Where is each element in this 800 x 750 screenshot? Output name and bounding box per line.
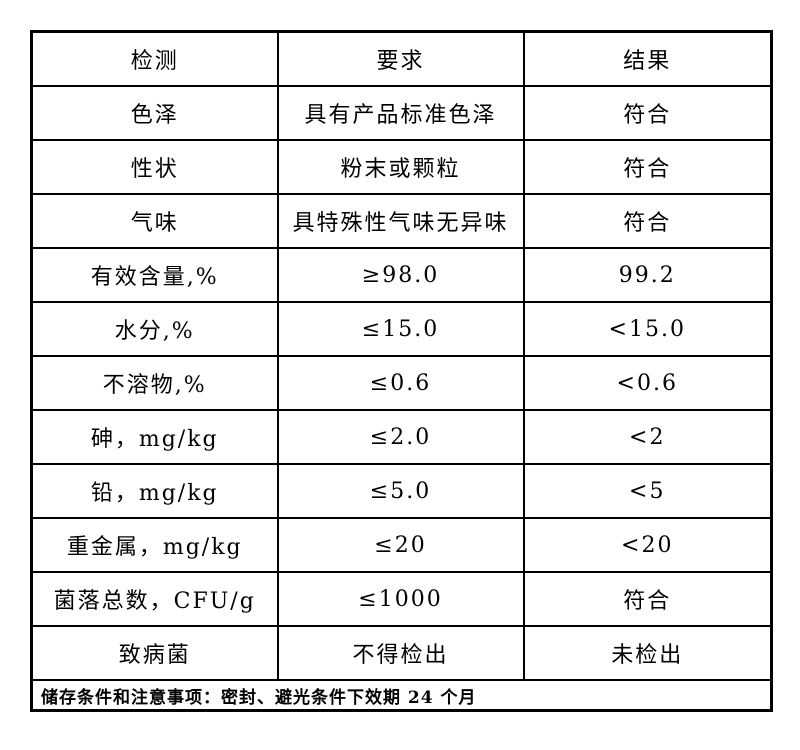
- cell-requirement: 具特殊性气味无异味: [276, 193, 525, 249]
- cell-test-item: 铅，mg/kg: [30, 463, 279, 519]
- cell-test-item: 重金属，mg/kg: [30, 517, 279, 573]
- cell-result: 99.2: [522, 247, 773, 303]
- cell-requirement: ≤20: [276, 517, 525, 573]
- cell-result: <0.6: [522, 355, 773, 411]
- cell-test-item: 菌落总数，CFU/g: [30, 571, 279, 627]
- table-row: 砷，mg/kg ≤2.0 <2: [30, 409, 773, 465]
- cell-result: 符合: [522, 571, 773, 627]
- cell-test-item: 性状: [30, 139, 279, 195]
- table-row: 有效含量,% ≥98.0 99.2: [30, 247, 773, 303]
- header-result: 结果: [522, 30, 773, 87]
- cell-test-item: 气味: [30, 193, 279, 249]
- table-row: 致病菌 不得检出 未检出: [30, 625, 773, 681]
- header-row: 检测 要求 结果: [30, 30, 773, 87]
- cell-result: <2: [522, 409, 773, 465]
- cell-result: <5: [522, 463, 773, 519]
- cell-requirement: ≤0.6: [276, 355, 525, 411]
- cell-test-item: 砷，mg/kg: [30, 409, 279, 465]
- inspection-spec-table: 检测 要求 结果 色泽 具有产品标准色泽 符合 性状 粉末或颗粒 符合 气味 具…: [30, 30, 773, 712]
- table-row: 菌落总数，CFU/g ≤1000 符合: [30, 571, 773, 627]
- header-requirement: 要求: [276, 30, 525, 87]
- storage-note: 储存条件和注意事项：密封、避光条件下效期 24 个月: [30, 679, 773, 712]
- cell-test-item: 色泽: [30, 85, 279, 141]
- cell-result: 符合: [522, 193, 773, 249]
- cell-requirement: ≤1000: [276, 571, 525, 627]
- table-row: 铅，mg/kg ≤5.0 <5: [30, 463, 773, 519]
- cell-result: <15.0: [522, 301, 773, 357]
- table-row: 不溶物,% ≤0.6 <0.6: [30, 355, 773, 411]
- cell-requirement: 具有产品标准色泽: [276, 85, 525, 141]
- table-row: 气味 具特殊性气味无异味 符合: [30, 193, 773, 249]
- cell-requirement: 不得检出: [276, 625, 525, 681]
- table-row: 色泽 具有产品标准色泽 符合: [30, 85, 773, 141]
- table-row: 水分,% ≤15.0 <15.0: [30, 301, 773, 357]
- cell-result: 未检出: [522, 625, 773, 681]
- cell-requirement: ≤15.0: [276, 301, 525, 357]
- cell-test-item: 致病菌: [30, 625, 279, 681]
- cell-requirement: ≤5.0: [276, 463, 525, 519]
- cell-result: 符合: [522, 139, 773, 195]
- cell-result: <20: [522, 517, 773, 573]
- cell-requirement: 粉末或颗粒: [276, 139, 525, 195]
- cell-requirement: ≥98.0: [276, 247, 525, 303]
- cell-test-item: 不溶物,%: [30, 355, 279, 411]
- cell-requirement: ≤2.0: [276, 409, 525, 465]
- table-row: 性状 粉末或颗粒 符合: [30, 139, 773, 195]
- cell-result: 符合: [522, 85, 773, 141]
- cell-test-item: 水分,%: [30, 301, 279, 357]
- cell-test-item: 有效含量,%: [30, 247, 279, 303]
- table-row: 重金属，mg/kg ≤20 <20: [30, 517, 773, 573]
- header-test-item: 检测: [30, 30, 279, 87]
- footer-row: 储存条件和注意事项：密封、避光条件下效期 24 个月: [30, 679, 773, 712]
